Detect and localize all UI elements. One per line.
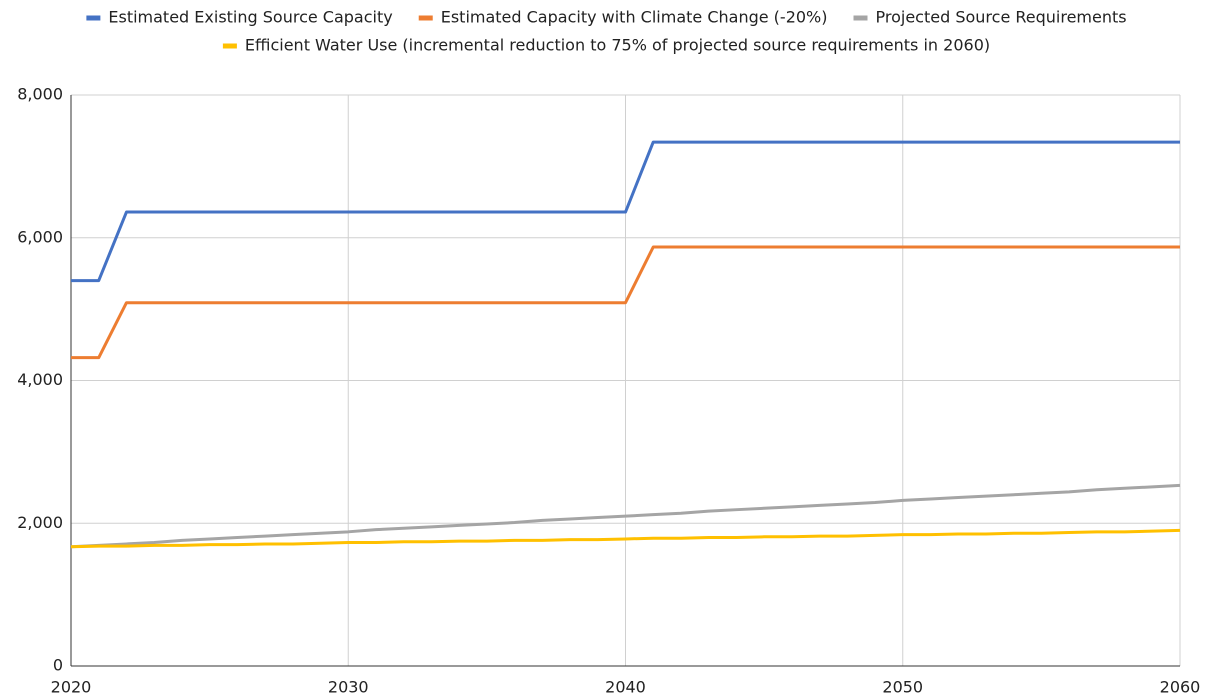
x-tick-label: 2030 bbox=[328, 678, 369, 697]
legend-label: Efficient Water Use (incremental reducti… bbox=[245, 36, 990, 55]
x-tick-label: 2050 bbox=[882, 678, 923, 697]
legend-label: Estimated Existing Source Capacity bbox=[108, 8, 392, 27]
y-tick-label: 4,000 bbox=[17, 370, 63, 389]
x-tick-label: 2040 bbox=[605, 678, 646, 697]
legend-swatch bbox=[418, 15, 433, 21]
y-tick-label: 6,000 bbox=[17, 227, 63, 246]
legend-swatch bbox=[853, 15, 868, 21]
x-tick-label: 2020 bbox=[51, 678, 92, 697]
legend-row: Efficient Water Use (incremental reducti… bbox=[222, 36, 990, 55]
series-line bbox=[71, 140, 1180, 283]
legend-swatch bbox=[222, 43, 237, 49]
y-tick-label: 8,000 bbox=[17, 85, 63, 104]
series-line bbox=[70, 483, 1181, 549]
legend-row: Estimated Existing Source Capacity Estima… bbox=[86, 8, 1127, 27]
y-tick-label: 0 bbox=[53, 656, 63, 675]
x-tick-label: 2060 bbox=[1160, 678, 1201, 697]
series-line bbox=[71, 245, 1180, 360]
series-line bbox=[70, 528, 1181, 549]
legend-label: Projected Source Requirements bbox=[876, 8, 1127, 27]
y-tick-label: 2,000 bbox=[17, 513, 63, 532]
legend-label: Estimated Capacity with Climate Change (… bbox=[441, 8, 828, 27]
legend-swatch bbox=[86, 15, 101, 21]
